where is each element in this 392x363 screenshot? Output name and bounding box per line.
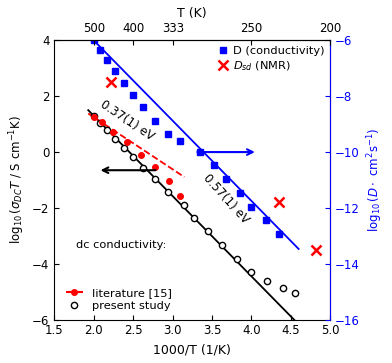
Y-axis label: $\log_{10}(D\cdot$ cm$^{2}$s$^{-1})$: $\log_{10}(D\cdot$ cm$^{2}$s$^{-1})$ bbox=[365, 128, 385, 232]
X-axis label: 1000/T (1/K): 1000/T (1/K) bbox=[153, 343, 231, 356]
Text: 0.57(1) eV: 0.57(1) eV bbox=[201, 172, 252, 226]
X-axis label: T (K): T (K) bbox=[178, 7, 207, 20]
Text: dc conductivity:: dc conductivity: bbox=[76, 240, 167, 250]
Y-axis label: $\log_{10}(\sigma_{DC}T$ / S cm$^{-1}$K): $\log_{10}(\sigma_{DC}T$ / S cm$^{-1}$K) bbox=[7, 115, 27, 244]
Legend: literature [15], present study: literature [15], present study bbox=[65, 288, 172, 311]
Text: 0.37(1) eV: 0.37(1) eV bbox=[98, 98, 156, 143]
